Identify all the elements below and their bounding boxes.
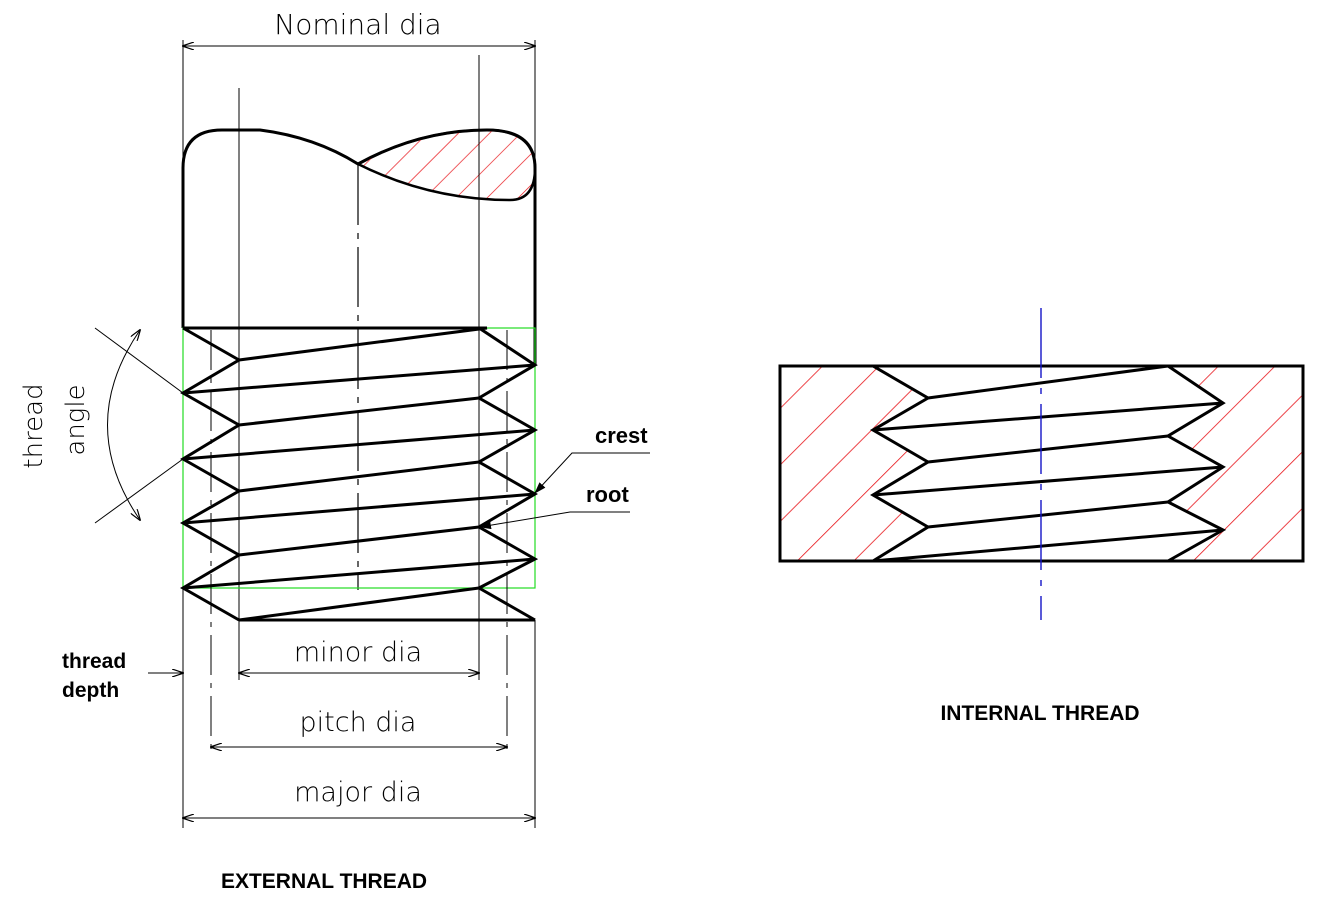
internal-thread-profile (870, 364, 1227, 563)
root-callout: root (479, 482, 630, 530)
internal-thread-view: INTERNAL THREAD (778, 308, 1305, 725)
external-thread-view: Nominal dia (19, 8, 650, 893)
pitch-frame (182, 327, 536, 589)
minor-dia-dimension: minor dia (239, 637, 479, 673)
thread-angle-dimension: thread angle (19, 327, 184, 524)
root-label: root (586, 482, 629, 507)
thread-depth-label-2: depth (62, 679, 119, 702)
thread-depth-dimension: thread depth (62, 650, 183, 702)
major-dia-label: major dia (294, 777, 422, 808)
thread-depth-label-1: thread (62, 650, 126, 673)
crest-callout: crest (534, 423, 650, 494)
minor-dia-label: minor dia (294, 637, 422, 668)
bolt-shank (181, 128, 537, 365)
external-thread-caption: EXTERNAL THREAD (221, 870, 427, 893)
nominal-dia-label: Nominal dia (274, 8, 441, 41)
external-thread-profile (179, 326, 539, 622)
thread-angle-label-2: angle (61, 384, 91, 455)
internal-hatch-left (780, 366, 928, 561)
crest-label: crest (595, 423, 648, 448)
pitch-dia-label: pitch dia (300, 707, 417, 738)
major-dia-dimension: major dia (183, 777, 535, 818)
nominal-dia-dimension: Nominal dia (183, 8, 535, 330)
pitch-dia-dimension: pitch dia (211, 707, 507, 747)
internal-thread-caption: INTERNAL THREAD (940, 702, 1139, 725)
thread-angle-label-1: thread (19, 383, 49, 468)
hatched-section (355, 128, 537, 202)
internal-hatch-right (1168, 366, 1303, 561)
